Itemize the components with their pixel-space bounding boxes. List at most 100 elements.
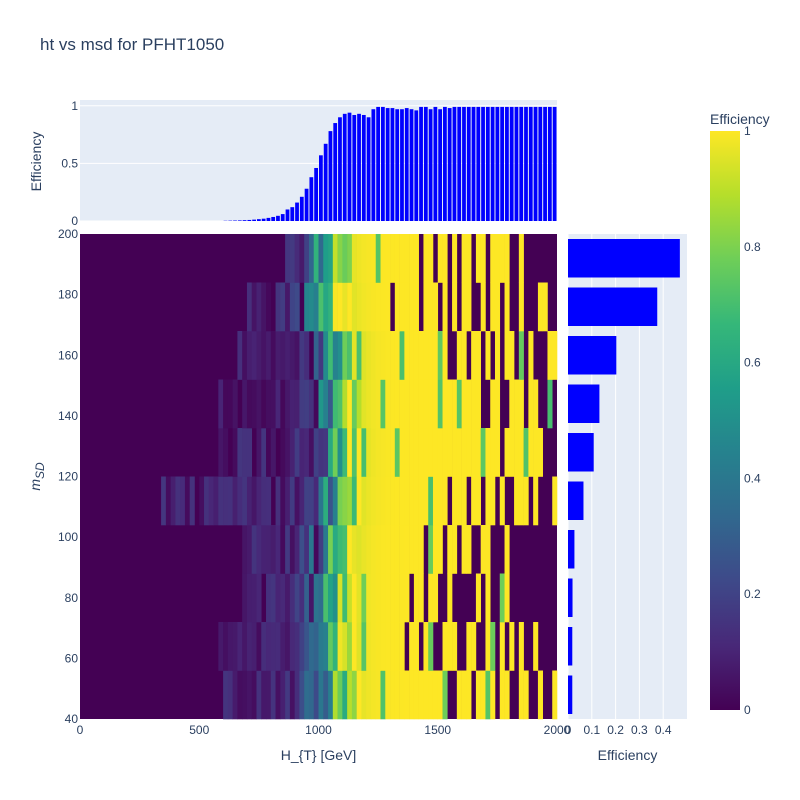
heatmap-y-tick-label: 80 [65, 591, 79, 605]
heatmap-cell [323, 379, 329, 429]
heatmap-cell [285, 573, 291, 623]
top-histogram-bar [519, 106, 524, 221]
heatmap-cell [332, 476, 338, 526]
heatmap-cell [442, 379, 448, 429]
heatmap-y-tick-label: 100 [58, 530, 78, 544]
top-histogram-bar [366, 117, 371, 221]
heatmap-cell [266, 573, 272, 623]
heatmap-cell [294, 379, 300, 429]
heatmap-cell [261, 476, 267, 526]
heatmap-cell [423, 379, 429, 429]
heatmap-cell [485, 525, 491, 574]
heatmap-cell [280, 379, 286, 429]
heatmap-cell [375, 234, 381, 283]
heatmap-cell [399, 428, 405, 477]
heatmap-cell [270, 622, 276, 671]
heatmap-cell [485, 476, 491, 526]
heatmap-cell [256, 379, 262, 429]
heatmap-cell [304, 525, 310, 574]
heatmap-cell [409, 234, 415, 283]
heatmap-cell [499, 476, 505, 526]
heatmap-cell [299, 670, 305, 720]
heatmap-cell [490, 428, 496, 477]
top-histogram-bar [385, 108, 390, 221]
heatmap-x-label: H_{T} [GeV] [281, 747, 356, 763]
heatmap-cell [351, 331, 357, 380]
heatmap-cell [218, 428, 224, 477]
heatmap-cell [552, 670, 558, 720]
heatmap-cell [232, 379, 238, 429]
heatmap-cell [490, 670, 496, 720]
heatmap-cell [246, 622, 253, 671]
heatmap-cell [342, 234, 348, 283]
heatmap-cell [428, 525, 434, 574]
heatmap-cell [413, 476, 419, 526]
heatmap-cell [227, 622, 233, 671]
top-histogram-bar [414, 110, 419, 221]
heatmap-cell [218, 476, 224, 526]
heatmap-cell [390, 476, 396, 526]
heatmap-cell [461, 282, 467, 332]
heatmap-cell [461, 670, 467, 720]
heatmap-cell [227, 476, 233, 526]
top-histogram-bar [528, 106, 533, 221]
heatmap-cell [223, 622, 229, 671]
heatmap-cell [337, 622, 343, 671]
top-histogram-bar [552, 106, 557, 221]
heatmap-cell [161, 476, 167, 526]
heatmap-cell [390, 573, 396, 623]
heatmap-cell [351, 525, 357, 574]
heatmap-cell [318, 670, 324, 720]
heatmap-cell [323, 331, 329, 380]
heatmap-cell [394, 525, 400, 574]
heatmap-cell [328, 476, 334, 526]
heatmap-cell [366, 428, 372, 477]
heatmap-cell [270, 670, 276, 720]
heatmap-cell [456, 670, 462, 720]
heatmap-cell [318, 428, 324, 477]
heatmap-cell [518, 282, 524, 332]
heatmap-x-ticks: 0 500 1000 1500 2000 [77, 723, 571, 737]
heatmap-cell [256, 670, 262, 720]
heatmap-cell [313, 622, 319, 671]
heatmap-cell [308, 282, 315, 332]
heatmap-cell [170, 476, 176, 526]
heatmap-cell [351, 670, 357, 720]
heatmap-cell [418, 573, 424, 623]
heatmap-cell [299, 379, 305, 429]
heatmap-cell [471, 331, 477, 380]
heatmap-cell [356, 525, 362, 574]
top-histogram-bar [533, 106, 538, 221]
heatmap-cell [323, 428, 329, 477]
heatmap-cell [289, 234, 295, 283]
heatmap-cell [266, 428, 272, 477]
heatmap-cell [366, 282, 372, 332]
heatmap-cell [385, 525, 391, 574]
heatmap-cell [409, 282, 415, 332]
heatmap-cell [251, 573, 257, 623]
heatmap-cell [337, 234, 343, 283]
heatmap-cell [237, 476, 243, 526]
heatmap-cell [318, 331, 324, 380]
top-histogram-bar [390, 108, 395, 221]
heatmap-cell [494, 379, 501, 429]
heatmap-cell [514, 379, 520, 429]
heatmap-cell [189, 476, 195, 526]
heatmap-cell [394, 428, 400, 477]
heatmap-cell [404, 379, 410, 429]
heatmap-cell [518, 379, 524, 429]
heatmap-cell [504, 282, 510, 332]
heatmap-cell [385, 379, 391, 429]
heatmap-cell [390, 428, 396, 477]
heatmap-cell [394, 331, 400, 380]
top-histogram-bar [237, 220, 242, 221]
heatmap-cell [318, 476, 324, 526]
heatmap-cell [232, 476, 238, 526]
top-histogram-bar [261, 218, 266, 221]
heatmap-cell [514, 428, 520, 477]
heatmap-cell [318, 234, 324, 283]
heatmap-cell [313, 573, 319, 623]
heatmap-cell [356, 234, 362, 283]
heatmap-cell [404, 234, 410, 283]
heatmap-cell [404, 428, 410, 477]
